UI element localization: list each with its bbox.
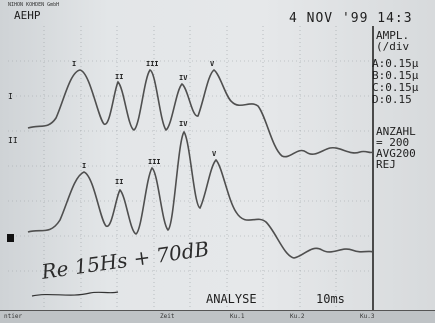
device-brand: NIHON KOHDEN GmbH xyxy=(8,2,60,8)
channel-b-amplitude: B:0.15µ xyxy=(372,69,419,82)
peak-marker: V xyxy=(210,60,215,68)
timebase-label: 10ms xyxy=(316,292,345,306)
peak-marker: IV xyxy=(179,120,188,128)
channel-c-amplitude: C:0.15µ xyxy=(372,81,419,94)
amplitude-panel: AMPL. (/div xyxy=(376,30,409,52)
peak-marker: III xyxy=(146,60,159,68)
bottom-strip-item: Ku.1 xyxy=(230,313,245,320)
rejection-label: REJ xyxy=(376,158,396,171)
peak-marker: IV xyxy=(179,74,188,82)
channel-label-lower: II xyxy=(8,136,18,145)
panel-divider xyxy=(372,26,374,311)
baseline-marker xyxy=(7,234,14,242)
lower-trace xyxy=(27,130,374,259)
peak-marker: I xyxy=(82,162,87,170)
channel-d-amplitude: D:0.15 xyxy=(372,93,412,106)
recording-date: 4 NOV '99 14:3 xyxy=(289,11,413,26)
bottom-strip-item: Zeit xyxy=(160,313,175,320)
upper-trace xyxy=(27,69,374,158)
averaging-mode: AVG200 xyxy=(376,147,416,160)
peak-marker: III xyxy=(148,158,161,166)
waveform-grid xyxy=(8,26,373,308)
peak-marker: V xyxy=(212,150,217,158)
bottom-strip-item: Ku.3 xyxy=(360,313,375,320)
channel-label-upper: I xyxy=(8,92,13,101)
peak-marker: II xyxy=(115,73,124,81)
bottom-strip-item: ntier xyxy=(4,313,23,320)
analysis-mode-label: ANALYSE xyxy=(206,292,257,306)
measurement-mode: AEHP xyxy=(14,9,41,22)
peak-marker: I xyxy=(72,60,77,68)
sweep-count-label: ANZAHL xyxy=(376,125,416,138)
channel-a-amplitude: A:0.15µ xyxy=(372,57,419,70)
averaging-panel: ANZAHL = 200 AVG200 REJ xyxy=(376,126,416,170)
bottom-strip-item: Ku.2 xyxy=(290,313,305,320)
bottom-status-strip xyxy=(0,310,435,323)
sweep-count-value: = 200 xyxy=(376,136,410,149)
amplitude-label: AMPL. xyxy=(376,29,410,42)
amplitude-unit: (/div xyxy=(376,40,410,53)
handwritten-underline xyxy=(31,291,119,297)
peak-marker: II xyxy=(115,178,124,186)
